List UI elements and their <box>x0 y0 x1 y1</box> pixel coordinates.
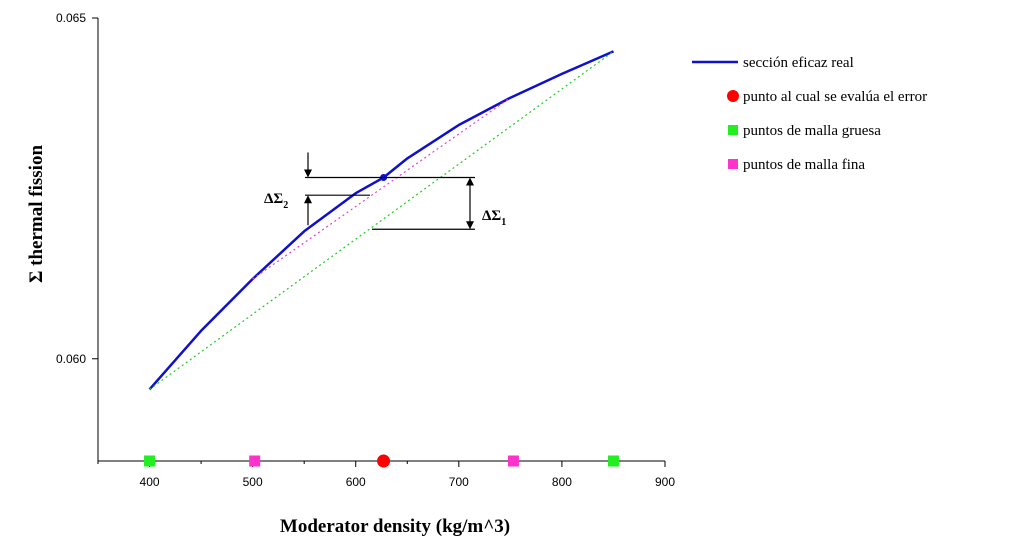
series-line-coarse-interp <box>149 50 614 390</box>
x-tick-label: 400 <box>140 475 160 489</box>
legend-label-real: sección eficaz real <box>743 55 854 71</box>
series-layer <box>148 50 614 391</box>
delta2-label: ΔΣ2 <box>264 191 288 211</box>
y-ticks: 0.060 0.065 <box>56 11 98 366</box>
legend: sección eficaz real punto al cual se eva… <box>692 55 927 173</box>
delta1-arrowhead-top <box>466 177 474 186</box>
x-tick-label: 700 <box>449 475 469 489</box>
annotation-layer: ΔΣ2 ΔΣ1 <box>264 152 506 230</box>
marker-fine-point <box>507 455 519 467</box>
delta2-arrowhead-lower <box>304 195 312 204</box>
delta1-arrowhead-bottom <box>466 221 474 230</box>
legend-label-fine: puntos de malla fina <box>743 157 865 173</box>
legend-label-coarse: puntos de malla gruesa <box>743 123 881 139</box>
y-axis-title: Σ thermal fission <box>26 145 47 283</box>
x-tick-label: 600 <box>346 475 366 489</box>
legend-label-error: punto al cual se evalúa el error <box>743 89 927 105</box>
y-tick-label: 0.060 <box>56 352 86 366</box>
marker-layer <box>144 454 619 468</box>
axes <box>97 18 665 462</box>
marker-coarse-point <box>607 455 619 467</box>
marker-coarse-point <box>144 455 156 467</box>
legend-marker-error <box>727 90 739 102</box>
legend-marker-coarse <box>728 125 738 135</box>
x-axis-title: Moderator density (kg/m^3) <box>280 516 510 537</box>
marker-error-point <box>377 454 391 468</box>
x-tick-label: 800 <box>552 475 572 489</box>
delta2-arrowhead-upper <box>304 169 312 178</box>
x-tick-label: 500 <box>243 475 263 489</box>
y-tick-label: 0.065 <box>56 11 86 25</box>
legend-marker-fine <box>728 159 738 169</box>
series-line-fine-interp <box>252 97 511 280</box>
marker-fine-point <box>249 455 261 467</box>
x-tick-label: 900 <box>655 475 675 489</box>
delta1-label: ΔΣ1 <box>482 208 506 228</box>
